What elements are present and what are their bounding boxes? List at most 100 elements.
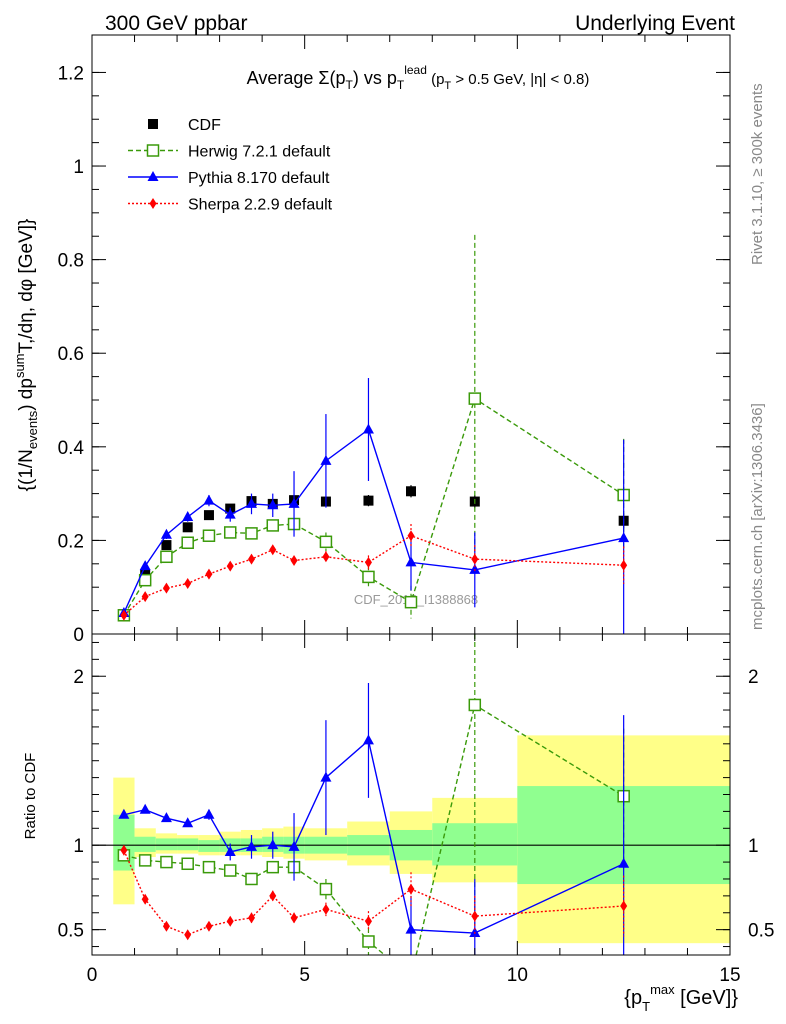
main-y-tick-label: 0.8 (58, 251, 84, 272)
herwig-point (319, 882, 333, 896)
pythia-point (469, 563, 481, 574)
pythia-point (160, 812, 172, 823)
sherpa-point (620, 559, 628, 571)
sherpa-point (407, 883, 415, 895)
pythia-point (288, 497, 300, 508)
sherpa-point (290, 912, 298, 924)
legend-item-sherpa: Sherpa 2.2.9 default (128, 197, 333, 214)
pythia-legend-marker (147, 171, 159, 181)
legend-item-cdf: CDF (148, 117, 221, 134)
sherpa-point (226, 915, 234, 927)
legend-item-herwig: Herwig 7.2.1 default (128, 144, 331, 161)
ratio-band-inner (177, 838, 199, 851)
pythia-point (203, 808, 215, 819)
herwig-point (160, 550, 173, 564)
herwig-point (202, 860, 216, 874)
sherpa-point (322, 551, 330, 563)
sherpa-point (248, 912, 255, 924)
ratio-band-inner (155, 838, 178, 851)
sherpa-point (184, 929, 192, 941)
herwig-point (181, 536, 194, 549)
herwig-point (245, 527, 258, 540)
legend: CDF Herwig 7.2.1 default Pythia 8.170 defa… (128, 117, 333, 214)
sherpa-point (141, 893, 149, 905)
herwig-series (117, 234, 630, 622)
herwig-point (319, 535, 333, 549)
ratio-y-tick-label-left: 2 (73, 667, 84, 688)
herwig-point (404, 595, 418, 609)
sherpa-point (226, 560, 234, 572)
sherpa-point (290, 555, 298, 567)
main-y-tick-label: 1 (73, 157, 84, 178)
herwig-point (362, 570, 375, 584)
pythia-point (288, 840, 300, 851)
herwig-point (181, 857, 194, 871)
ratio-y-tick-label-left: 0.5 (58, 921, 84, 942)
herwig-point (223, 864, 237, 877)
herwig-point (468, 392, 482, 405)
sherpa-point (120, 609, 128, 621)
pythia-point (267, 839, 279, 850)
pythia-point (224, 508, 236, 519)
pythia-point (139, 803, 151, 814)
ratio-y-tick-label-right: 0.5 (748, 921, 774, 942)
sherpa-point (205, 568, 213, 580)
mcplots-label: mcplots.cern.ch [arXiv:1306.3436] (749, 403, 766, 630)
x-tick-label: 15 (719, 965, 740, 986)
main-y-axis-label: {(1/Nevents) dpsumT,/dη, dφ [GeV]} (12, 219, 40, 492)
herwig-point (202, 529, 216, 542)
pythia-point (320, 771, 332, 782)
pythia-legend-label: Pythia 8.170 default (188, 170, 330, 187)
ratio-y-tick-label-right: 1 (748, 836, 759, 857)
pythia-point (405, 923, 417, 934)
sherpa-point (407, 530, 415, 542)
ratio-plot-axes: 0.5 0.5 1 1 2 2 0 5 10 15 (58, 633, 774, 986)
sherpa-point (471, 553, 479, 565)
sherpa-point (364, 556, 372, 568)
sherpa-point (620, 900, 628, 912)
main-plot-series (117, 234, 630, 634)
pythia-point (224, 845, 236, 856)
sherpa-legend-label: Sherpa 2.2.9 default (188, 197, 333, 214)
pythia-point (320, 454, 332, 465)
pythia-point (203, 494, 215, 505)
main-y-tick-label: 0.2 (58, 531, 84, 552)
cdf-legend-label: CDF (188, 117, 221, 134)
herwig-point (223, 526, 237, 539)
main-plot-axes: 0 0.2 0.4 0.6 0.8 1 1.2 (58, 34, 731, 646)
sherpa-point (205, 920, 213, 932)
main-y-tick-label: 0.4 (58, 438, 85, 459)
herwig-point (138, 573, 152, 587)
cdf-point (203, 510, 214, 521)
herwig-point (160, 855, 173, 869)
cdf-point (161, 540, 172, 551)
x-axis-label: {pTmax [GeV]} (624, 982, 738, 1014)
pythia-point (267, 499, 279, 510)
cdf-point (182, 522, 193, 533)
x-tick-label: 10 (507, 965, 528, 986)
sherpa-point (269, 890, 277, 902)
sherpa-line (123, 849, 624, 936)
sherpa-point (162, 920, 170, 932)
main-y-tick-label: 0 (73, 625, 84, 646)
header-right: Underlying Event (575, 12, 735, 35)
pythia-point (139, 560, 151, 571)
sherpa-point (322, 903, 330, 915)
pythia-line (123, 428, 624, 614)
x-tick-label: 5 (299, 965, 310, 986)
pythia-point (618, 857, 630, 868)
sherpa-point (141, 591, 149, 603)
sherpa-point (248, 553, 255, 565)
sherpa-series (120, 844, 628, 941)
sherpa-legend-marker (149, 198, 157, 209)
legend-item-pythia: Pythia 8.170 default (128, 170, 330, 187)
x-tick-label: 0 (87, 965, 98, 986)
pythia-point (405, 556, 417, 567)
ratio-band-inner (134, 836, 156, 852)
pythia-point (182, 511, 194, 522)
rivet-label: Rivet 3.1.10, ≥ 300k events (749, 83, 766, 265)
sherpa-point (184, 577, 192, 589)
herwig-point (362, 935, 375, 948)
ratio-y-axis-label: Ratio to CDF (22, 753, 39, 840)
